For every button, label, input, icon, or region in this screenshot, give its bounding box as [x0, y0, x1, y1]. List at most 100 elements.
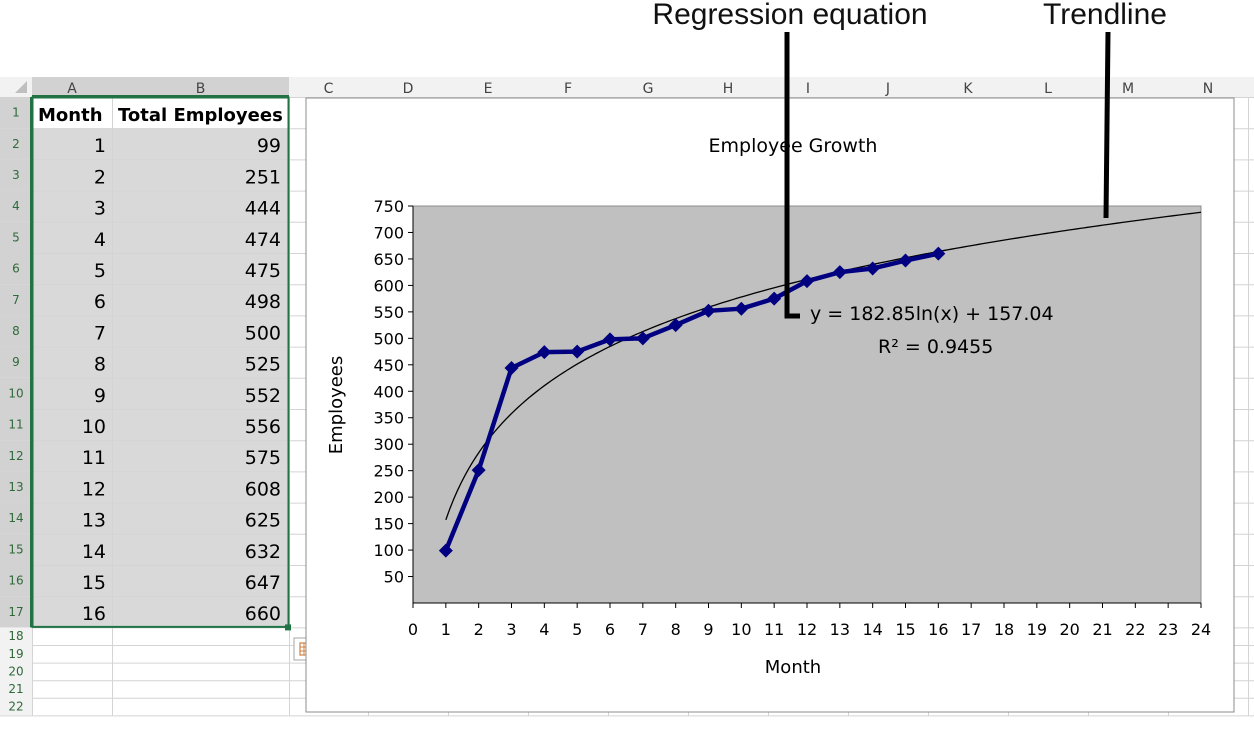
cell-total-employees[interactable]: 625: [245, 510, 281, 532]
row-header-17[interactable]: 17: [0, 596, 32, 628]
cell-total-employees[interactable]: 552: [245, 385, 281, 407]
row-header-8[interactable]: 8: [0, 315, 32, 347]
row-header-22[interactable]: 22: [8, 700, 23, 714]
x-tick-label: 0: [408, 620, 418, 639]
cell-month[interactable]: 3: [94, 198, 106, 220]
column-header-h[interactable]: H: [723, 81, 734, 97]
x-tick-label: 22: [1125, 620, 1145, 639]
column-header-e[interactable]: E: [484, 81, 493, 97]
svg-text:D: D: [403, 81, 414, 97]
fill-handle[interactable]: [285, 624, 291, 631]
cell-month[interactable]: 1: [94, 135, 106, 157]
cell-total-employees[interactable]: 525: [245, 354, 281, 376]
row-header-9[interactable]: 9: [0, 346, 32, 378]
y-tick-label: 50: [384, 568, 404, 587]
svg-text:4: 4: [12, 199, 20, 213]
svg-text:14: 14: [8, 511, 23, 525]
column-header-j[interactable]: J: [885, 81, 890, 97]
y-tick-label: 650: [373, 250, 404, 269]
row-header-4[interactable]: 4: [0, 190, 32, 222]
row-header-3[interactable]: 3: [0, 159, 32, 191]
row-header-10[interactable]: 10: [0, 377, 32, 409]
cell-month[interactable]: 11: [82, 447, 106, 469]
row-header-18[interactable]: 18: [8, 629, 23, 643]
row-header-15[interactable]: 15: [0, 533, 32, 565]
row-header-7[interactable]: 7: [0, 284, 32, 316]
cell-month[interactable]: 5: [94, 260, 106, 282]
cell-month[interactable]: 13: [82, 510, 106, 532]
cell-total-employees[interactable]: 99: [257, 135, 281, 157]
svg-text:12: 12: [8, 449, 23, 463]
svg-text:16: 16: [8, 574, 23, 588]
column-header-m[interactable]: M: [1122, 81, 1134, 97]
cell-total-employees[interactable]: 475: [245, 260, 281, 282]
column-header-n[interactable]: N: [1203, 81, 1213, 97]
row-header-19[interactable]: 19: [8, 647, 23, 661]
cell-month[interactable]: 16: [82, 603, 106, 625]
cell-b1-header[interactable]: Total Employees: [118, 105, 283, 126]
cell-total-employees[interactable]: 500: [245, 322, 281, 344]
row-header-14[interactable]: 14: [0, 502, 32, 534]
cell-total-employees[interactable]: 608: [245, 478, 281, 500]
column-header-k[interactable]: K: [963, 81, 973, 97]
cell-month[interactable]: 6: [94, 291, 106, 313]
cell-month[interactable]: 2: [94, 166, 106, 188]
x-tick-label: 21: [1092, 620, 1112, 639]
chart-axes: [408, 205, 1202, 608]
x-tick-label: 14: [862, 620, 882, 639]
cell-month[interactable]: 14: [82, 541, 106, 563]
column-header-bar: [0, 77, 1254, 97]
y-tick-label: 250: [373, 462, 404, 481]
row-header-11[interactable]: 11: [0, 409, 32, 441]
employee-growth-chart[interactable]: Employee Growth 501001502002503003504004…: [305, 97, 1235, 713]
cell-month[interactable]: 4: [94, 229, 106, 251]
column-header-l[interactable]: L: [1044, 81, 1052, 97]
x-tick-label: 20: [1059, 620, 1079, 639]
cell-total-employees[interactable]: 474: [245, 229, 281, 251]
cell-total-employees[interactable]: 660: [245, 603, 281, 625]
cell-a1-header[interactable]: Month: [38, 105, 103, 126]
row-header-1[interactable]: 1: [0, 97, 32, 129]
row-header-20[interactable]: 20: [8, 664, 23, 678]
cell-month[interactable]: 7: [94, 322, 106, 344]
row-header-16[interactable]: 16: [0, 565, 32, 597]
column-header-g[interactable]: G: [643, 81, 654, 97]
column-header-f[interactable]: F: [564, 81, 572, 97]
select-all-triangle[interactable]: [15, 81, 27, 93]
row-header-5[interactable]: 5: [0, 221, 32, 253]
row-header-12[interactable]: 12: [0, 440, 32, 472]
cell-total-employees[interactable]: 251: [245, 166, 281, 188]
cell-total-employees[interactable]: 632: [245, 541, 281, 563]
cell-total-employees[interactable]: 556: [245, 416, 281, 438]
svg-text:5: 5: [12, 230, 20, 244]
trendline-callout-leader: [1103, 31, 1111, 219]
cell-total-employees[interactable]: 498: [245, 291, 281, 313]
column-header-i[interactable]: I: [806, 81, 810, 97]
row-header-21[interactable]: 21: [8, 682, 23, 696]
cell-total-employees[interactable]: 575: [245, 447, 281, 469]
svg-text:11: 11: [8, 418, 23, 432]
cell-month[interactable]: 15: [82, 572, 106, 594]
cell-month[interactable]: 9: [94, 385, 106, 407]
row-header-6[interactable]: 6: [0, 253, 32, 285]
cell-total-employees[interactable]: 444: [245, 198, 281, 220]
data-point-marker: [570, 344, 585, 359]
column-header-b[interactable]: B: [112, 77, 289, 97]
y-tick-label: 600: [373, 276, 404, 295]
column-header-c[interactable]: C: [324, 81, 334, 97]
svg-text:I: I: [806, 81, 810, 97]
y-tick-label: 100: [373, 541, 404, 560]
column-headers[interactable]: A B C D E F G H I J K L M N: [0, 77, 1254, 97]
data-point-marker: [504, 360, 519, 375]
column-header-d[interactable]: D: [403, 81, 414, 97]
cell-month[interactable]: 10: [82, 416, 106, 438]
column-header-a[interactable]: A: [32, 77, 112, 97]
row-header-13[interactable]: 13: [0, 471, 32, 503]
svg-text:20: 20: [8, 664, 23, 678]
cell-month[interactable]: 8: [94, 354, 106, 376]
row-header-2[interactable]: 2: [0, 128, 32, 160]
cell-month[interactable]: 12: [82, 478, 106, 500]
cell-total-employees[interactable]: 647: [245, 572, 281, 594]
